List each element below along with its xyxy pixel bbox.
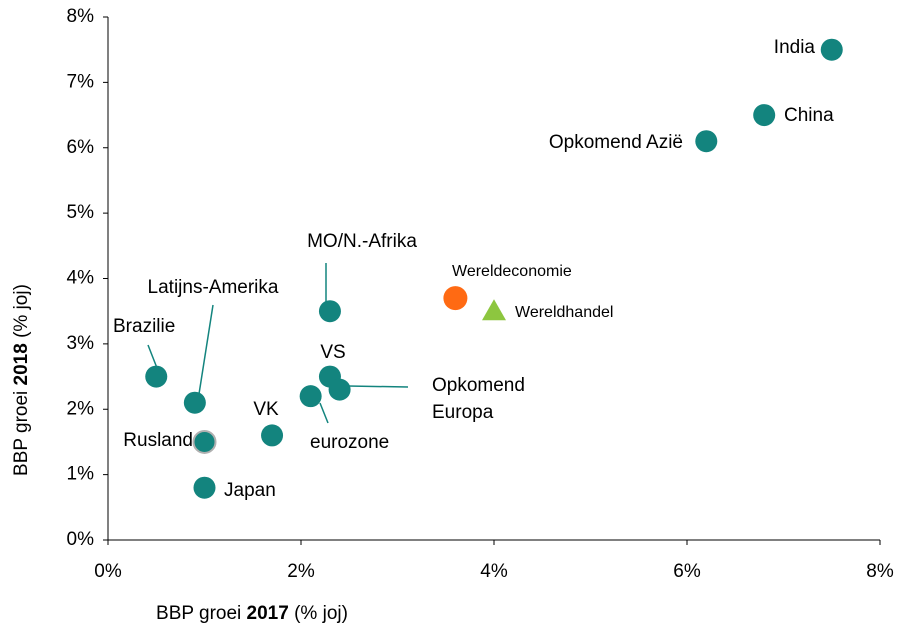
y-tick-label: 8% (67, 6, 95, 27)
point-label: Wereldhandel (515, 304, 613, 321)
x-axis-label: BBP groei 2017 (% joj) (156, 603, 348, 624)
point-label: Rusland (123, 430, 193, 451)
x-tick-label: 2% (287, 561, 315, 582)
y-tick-label: 7% (67, 71, 95, 92)
point (192, 429, 217, 454)
y-tick-label: 4% (67, 268, 95, 289)
x-tick-label: 4% (480, 561, 508, 582)
y-tick-label: 5% (67, 202, 95, 223)
point (261, 424, 284, 447)
point-label: Opkomend Europa (432, 375, 525, 423)
y-tick-label: 3% (67, 333, 95, 354)
leader-line (347, 385, 409, 388)
point-label: eurozone (310, 432, 389, 453)
leader-line (147, 344, 158, 369)
point (318, 300, 341, 323)
point-label: VK (253, 399, 279, 420)
point-label: MO/N.-Afrika (307, 231, 417, 252)
y-tick-label: 0% (67, 529, 95, 550)
point (183, 391, 206, 414)
y-axis-label: BBP groei 2018 (% joj) (11, 284, 32, 476)
point (145, 365, 168, 388)
point (193, 476, 216, 499)
point (328, 378, 351, 401)
y-tick-label: 1% (67, 464, 95, 485)
point-label: VS (320, 342, 345, 363)
point-label: Wereldeconomie (452, 263, 572, 280)
leader-line (319, 402, 329, 424)
y-tick-label: 2% (67, 398, 95, 419)
point-label: India (774, 37, 816, 58)
leader-line (198, 304, 214, 395)
point-label: China (784, 105, 834, 126)
point-label: Brazilie (113, 316, 175, 337)
point (443, 286, 468, 311)
x-tick-label: 6% (673, 561, 701, 582)
point-label: Latijns-Amerika (148, 277, 279, 298)
point (695, 130, 718, 153)
y-tick-label: 6% (67, 137, 95, 158)
point-label: Opkomend Azië (549, 132, 683, 153)
point-label: Japan (224, 480, 276, 501)
label-line: Opkomend (432, 375, 525, 396)
x-tick-label: 0% (94, 561, 122, 582)
point (820, 38, 843, 61)
x-tick-label: 8% (866, 561, 894, 582)
point (299, 385, 322, 408)
label-line: Europa (432, 402, 494, 423)
point (482, 299, 506, 321)
point (753, 104, 776, 127)
